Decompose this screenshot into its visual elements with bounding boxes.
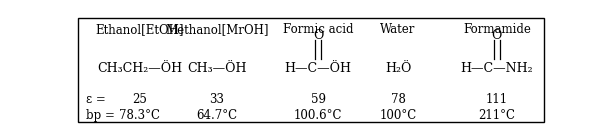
Text: 64.7°C: 64.7°C <box>197 109 237 122</box>
Text: 59: 59 <box>311 93 325 106</box>
Text: Formamide: Formamide <box>463 23 531 36</box>
Text: O: O <box>492 29 502 42</box>
Text: 100.6°C: 100.6°C <box>294 109 342 122</box>
Text: H—C—NH₂: H—C—NH₂ <box>461 62 533 75</box>
Text: 100°C: 100°C <box>379 109 417 122</box>
Text: 78.3°C: 78.3°C <box>119 109 160 122</box>
Text: 33: 33 <box>209 93 225 106</box>
Text: O: O <box>313 29 324 42</box>
Text: 25: 25 <box>132 93 147 106</box>
Text: ε =: ε = <box>86 93 106 106</box>
Text: CH₃—ÖH: CH₃—ÖH <box>187 62 247 75</box>
Text: Ethanol[EtOH]: Ethanol[EtOH] <box>95 23 184 36</box>
Text: 111: 111 <box>486 93 508 106</box>
Text: 78: 78 <box>391 93 405 106</box>
Text: CH₃CH₂—ÖH: CH₃CH₂—ÖH <box>97 62 182 75</box>
Text: bp =: bp = <box>86 109 115 122</box>
Text: Water: Water <box>381 23 416 36</box>
Text: 211°C: 211°C <box>478 109 515 122</box>
Text: Formic acid: Formic acid <box>283 23 353 36</box>
Text: H₂Ö: H₂Ö <box>385 62 412 75</box>
Text: H—C—ÖH: H—C—ÖH <box>285 62 351 75</box>
Text: Methanol[MrOH]: Methanol[MrOH] <box>165 23 269 36</box>
